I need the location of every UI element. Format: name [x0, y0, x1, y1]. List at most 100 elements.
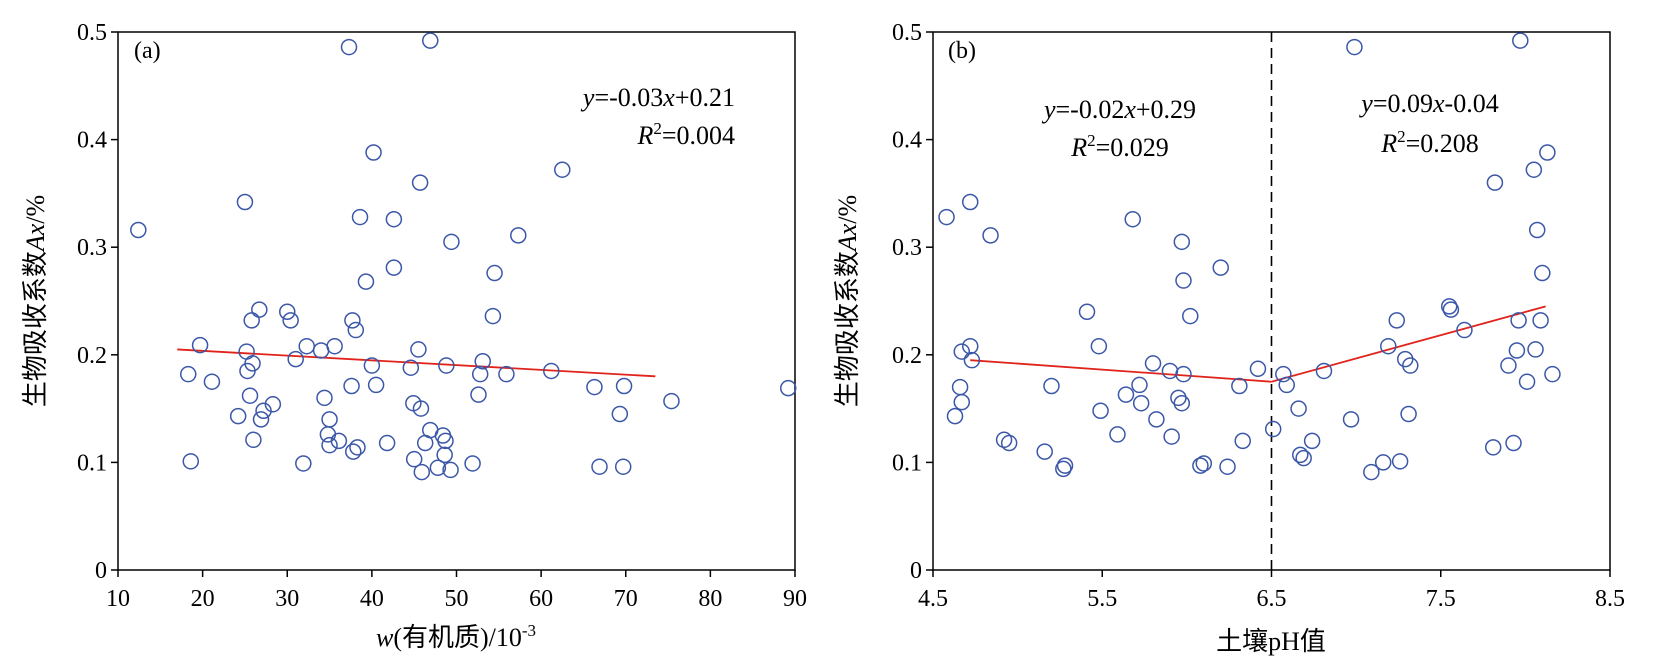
- panel-a-axis-ticks: 10 20 30 40 50 60 70 80 90 0 0.1 0.2 0.3 0.4 0.5: [77, 20, 807, 612]
- data-point: [1500, 357, 1517, 374]
- data-point: [1518, 373, 1536, 390]
- data-point: [1056, 457, 1074, 474]
- data-point: [1442, 301, 1460, 318]
- data-point: [344, 312, 361, 329]
- data-point: [1163, 428, 1180, 445]
- x-tick-label: 80: [698, 586, 722, 612]
- data-point: [963, 351, 981, 369]
- data-point: [1148, 411, 1165, 428]
- data-point: [1292, 446, 1309, 464]
- data-point: [1391, 453, 1409, 470]
- data-point: [1505, 434, 1522, 452]
- data-point: [961, 337, 979, 355]
- x-tick-label: 8.5: [1595, 586, 1625, 612]
- data-point: [510, 227, 527, 244]
- data-point: [1144, 355, 1162, 372]
- data-point: [1544, 365, 1561, 383]
- data-point: [429, 459, 447, 477]
- x-tick-label: 10: [106, 586, 130, 612]
- data-point: [282, 312, 299, 329]
- data-point: [1043, 377, 1060, 395]
- panel-b-y-axis-title: 生物吸收系数Ax/%: [833, 195, 862, 407]
- y-tick-label: 0: [910, 558, 922, 584]
- data-point: [1388, 312, 1405, 329]
- x-tick-label: 4.5: [918, 586, 948, 612]
- panel-a-x-axis-title: w(有机质)/10-3: [376, 621, 536, 652]
- data-point: [238, 343, 255, 360]
- data-point: [349, 439, 366, 456]
- data-point: [1231, 377, 1248, 395]
- data-point: [363, 357, 381, 374]
- data-point: [1275, 365, 1292, 383]
- panel-b-left-r-squared: R2=0.029: [1070, 131, 1169, 162]
- data-point: [1402, 357, 1419, 374]
- data-point: [1532, 312, 1549, 329]
- data-point: [437, 432, 454, 450]
- fit-line: [1271, 305, 1546, 383]
- data-point: [357, 273, 375, 290]
- data-point: [1278, 376, 1295, 394]
- data-point: [1534, 264, 1551, 282]
- data-point: [1512, 32, 1529, 49]
- data-point: [343, 377, 360, 395]
- data-point: [264, 396, 282, 413]
- x-tick-label: 5.5: [1087, 586, 1117, 612]
- panel-a-data-points: [130, 32, 797, 481]
- data-point: [340, 38, 358, 56]
- y-tick-label: 0.4: [77, 128, 107, 154]
- data-point: [586, 378, 603, 396]
- data-point: [412, 400, 430, 417]
- data-point: [229, 407, 247, 425]
- data-point: [1290, 400, 1307, 417]
- data-point: [438, 357, 455, 374]
- data-point: [464, 455, 481, 472]
- data-point: [1000, 434, 1018, 452]
- data-point: [405, 450, 423, 468]
- data-point: [995, 431, 1013, 449]
- panel-a-label: (a): [134, 38, 161, 64]
- data-point: [1175, 365, 1192, 383]
- data-point: [411, 174, 429, 191]
- data-point: [351, 208, 369, 226]
- data-point: [663, 392, 680, 410]
- data-point: [1175, 272, 1192, 289]
- data-point: [1510, 312, 1527, 329]
- data-point: [182, 453, 200, 470]
- data-point: [611, 405, 629, 423]
- data-point: [1131, 376, 1148, 394]
- data-point: [378, 434, 396, 452]
- y-tick-label: 0.3: [892, 235, 922, 261]
- data-point: [1173, 394, 1191, 412]
- data-point: [1508, 342, 1526, 359]
- data-point: [252, 411, 270, 428]
- data-point: [1374, 454, 1392, 471]
- data-point: [422, 32, 439, 49]
- panel-b-label: (b): [948, 38, 976, 64]
- data-point: [982, 227, 999, 244]
- data-point: [298, 337, 315, 355]
- data-point: [1109, 426, 1126, 443]
- data-point: [402, 359, 420, 376]
- data-point: [1170, 389, 1187, 407]
- data-point: [1380, 337, 1397, 355]
- x-tick-label: 30: [275, 586, 299, 612]
- data-point: [946, 407, 964, 425]
- data-point: [130, 221, 147, 239]
- data-point: [243, 312, 260, 329]
- panel-b-right-r-squared: R2=0.208: [1380, 127, 1479, 158]
- data-point: [245, 431, 262, 449]
- panel-a-y-axis-title: 生物吸收系数Ax/%: [21, 195, 50, 407]
- x-tick-label: 7.5: [1426, 586, 1456, 612]
- data-point: [1342, 411, 1360, 428]
- data-point: [1315, 362, 1333, 380]
- data-point: [1192, 457, 1209, 474]
- panel-b-axis-ticks: 4.5 5.5 6.5 7.5 8.5 0 0.1 0.2 0.3 0.4 0.5: [892, 20, 1625, 612]
- x-tick-label: 90: [783, 586, 807, 612]
- data-point: [347, 321, 365, 339]
- data-point: [1525, 161, 1543, 178]
- data-point: [1124, 210, 1141, 228]
- data-point: [961, 193, 979, 211]
- panel-b-right-equation: y=0.09x-0.04: [1358, 89, 1498, 118]
- data-point: [1117, 386, 1135, 403]
